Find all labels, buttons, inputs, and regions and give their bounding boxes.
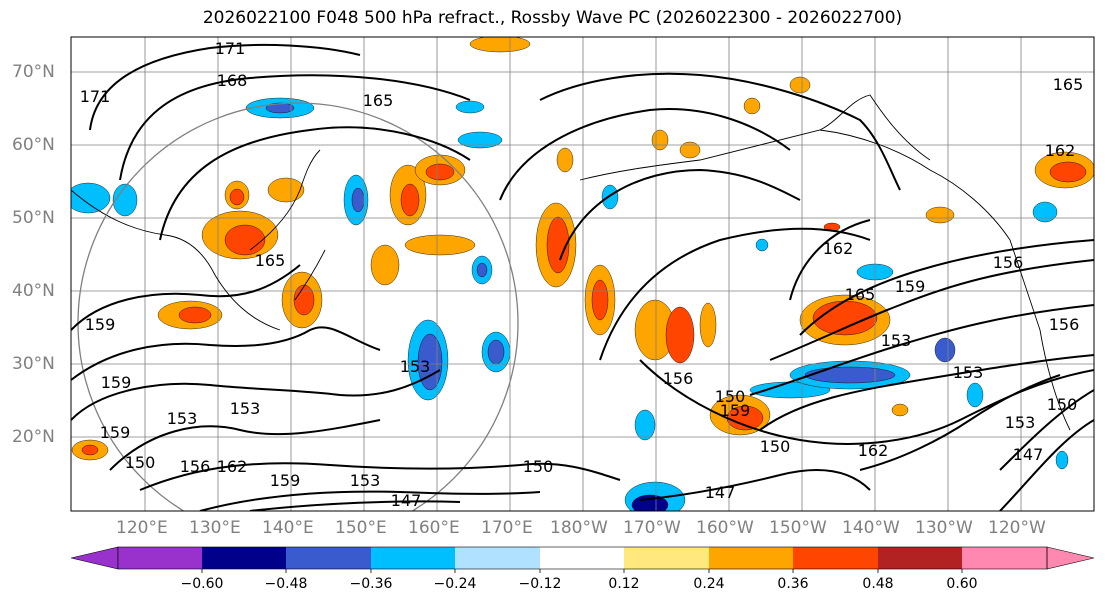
- lon-label-120w: 120°W: [988, 518, 1046, 538]
- height-contours: [71, 43, 1094, 511]
- contour-label: 156: [993, 253, 1024, 272]
- colorbar-segment: [540, 547, 624, 569]
- lon-label-170w: 170°W: [623, 518, 681, 538]
- contour-label: 156: [663, 369, 694, 388]
- colorbar-segment: [962, 547, 1047, 569]
- lat-label-40n: 40°N: [12, 281, 55, 301]
- contour-label: 165: [1053, 75, 1084, 94]
- shaded-fields: [71, 37, 1094, 511]
- contour-label: 159: [270, 471, 301, 490]
- colorbar-tick-label: −0.48: [264, 576, 308, 592]
- contour-label: 171: [215, 39, 246, 58]
- lon-label-170e: 170°E: [481, 518, 533, 538]
- contour-label: 153: [881, 331, 912, 350]
- contour-label: 159: [85, 315, 116, 334]
- colorbar-segment: [202, 547, 286, 569]
- colorbar-segment: [371, 547, 455, 569]
- colorbar-tick-label: −0.24: [433, 576, 477, 592]
- lat-label-20n: 20°N: [12, 427, 55, 447]
- contour-label: 168: [217, 71, 248, 90]
- colorbar-segment: [118, 547, 202, 569]
- contour-label: 171: [80, 87, 111, 106]
- colorbar-tick-label: 0.12: [608, 576, 640, 592]
- coastlines: [71, 94, 1071, 431]
- contour-label: 159: [720, 401, 751, 420]
- colorbar: [70, 546, 1095, 573]
- lon-label-130e: 130°E: [189, 518, 241, 538]
- contour-label: 162: [823, 239, 854, 258]
- colorbar-tick-label: 0.36: [777, 576, 809, 592]
- lon-label-140w: 140°W: [842, 518, 900, 538]
- contour-label: 165: [255, 251, 286, 270]
- lon-label-180w: 180°W: [550, 518, 608, 538]
- contour-label: 153: [1005, 413, 1036, 432]
- colorbar-segment: [793, 547, 878, 569]
- colorbar-segment: [624, 547, 709, 569]
- colorbar-segment: [286, 547, 371, 569]
- contour-label: 159: [101, 373, 132, 392]
- colorbar-tick-label: 0.60: [946, 576, 978, 592]
- contour-label: 156: [1049, 315, 1080, 334]
- contour-label: 153: [350, 471, 381, 490]
- contour-label: 153: [167, 409, 198, 428]
- contour-label: 156: [180, 457, 211, 476]
- colorbar-tick-label: −0.60: [180, 576, 224, 592]
- contour-label: 150: [125, 453, 156, 472]
- contour-label: 147: [705, 483, 736, 502]
- colorbar-segment: [709, 547, 793, 569]
- contour-labels: 171 168 165 171 165 162 165 159 156 153 …: [80, 39, 1084, 510]
- lon-label-130w: 130°W: [915, 518, 973, 538]
- colorbar-tick-label: −0.36: [349, 576, 393, 592]
- lat-label-30n: 30°N: [12, 354, 55, 374]
- lon-label-150e: 150°E: [335, 518, 387, 538]
- contour-label: 153: [400, 357, 431, 376]
- contour-label: 162: [858, 441, 889, 460]
- lon-label-160w: 160°W: [696, 518, 754, 538]
- colorbar-tick-label: 0.48: [862, 576, 894, 592]
- map-area: 171 168 165 171 165 162 165 159 156 153 …: [71, 37, 1094, 511]
- contour-label: 150: [523, 457, 554, 476]
- map-title: 2026022100 F048 500 hPa refract., Rossby…: [202, 8, 903, 28]
- lon-label-140e: 140°E: [262, 518, 314, 538]
- lat-label-70n: 70°N: [12, 62, 55, 82]
- lon-label-160e: 160°E: [408, 518, 460, 538]
- contour-label: 150: [715, 387, 746, 406]
- contour-label: 153: [953, 363, 984, 382]
- contour-label: 153: [230, 399, 261, 418]
- contour-label: 165: [845, 285, 876, 304]
- map-frame: [70, 36, 1095, 512]
- colorbar-extend-left: [70, 546, 119, 570]
- contour-label: 147: [391, 491, 422, 510]
- colorbar-segment: [455, 547, 540, 569]
- contour-label: 159: [100, 423, 131, 442]
- contour-label: 147: [1013, 445, 1044, 464]
- lat-label-60n: 60°N: [12, 135, 55, 155]
- lon-label-150w: 150°W: [769, 518, 827, 538]
- lat-label-50n: 50°N: [12, 208, 55, 228]
- colorbar-segment: [878, 547, 962, 569]
- colorbar-tick-label: −0.12: [518, 576, 562, 592]
- contour-label: 165: [363, 91, 394, 110]
- graticule: [71, 37, 1094, 511]
- lon-label-120e: 120°E: [116, 518, 168, 538]
- contour-label: 150: [760, 437, 791, 456]
- contour-label: 162: [1045, 141, 1076, 160]
- contour-label: 150: [1047, 395, 1078, 414]
- colorbar-frame: [117, 546, 1048, 570]
- contour-label: 159: [895, 277, 926, 296]
- colorbar-tick-label: 0.24: [693, 576, 725, 592]
- contour-label: 162: [217, 457, 248, 476]
- colorbar-extend-right: [1046, 546, 1095, 570]
